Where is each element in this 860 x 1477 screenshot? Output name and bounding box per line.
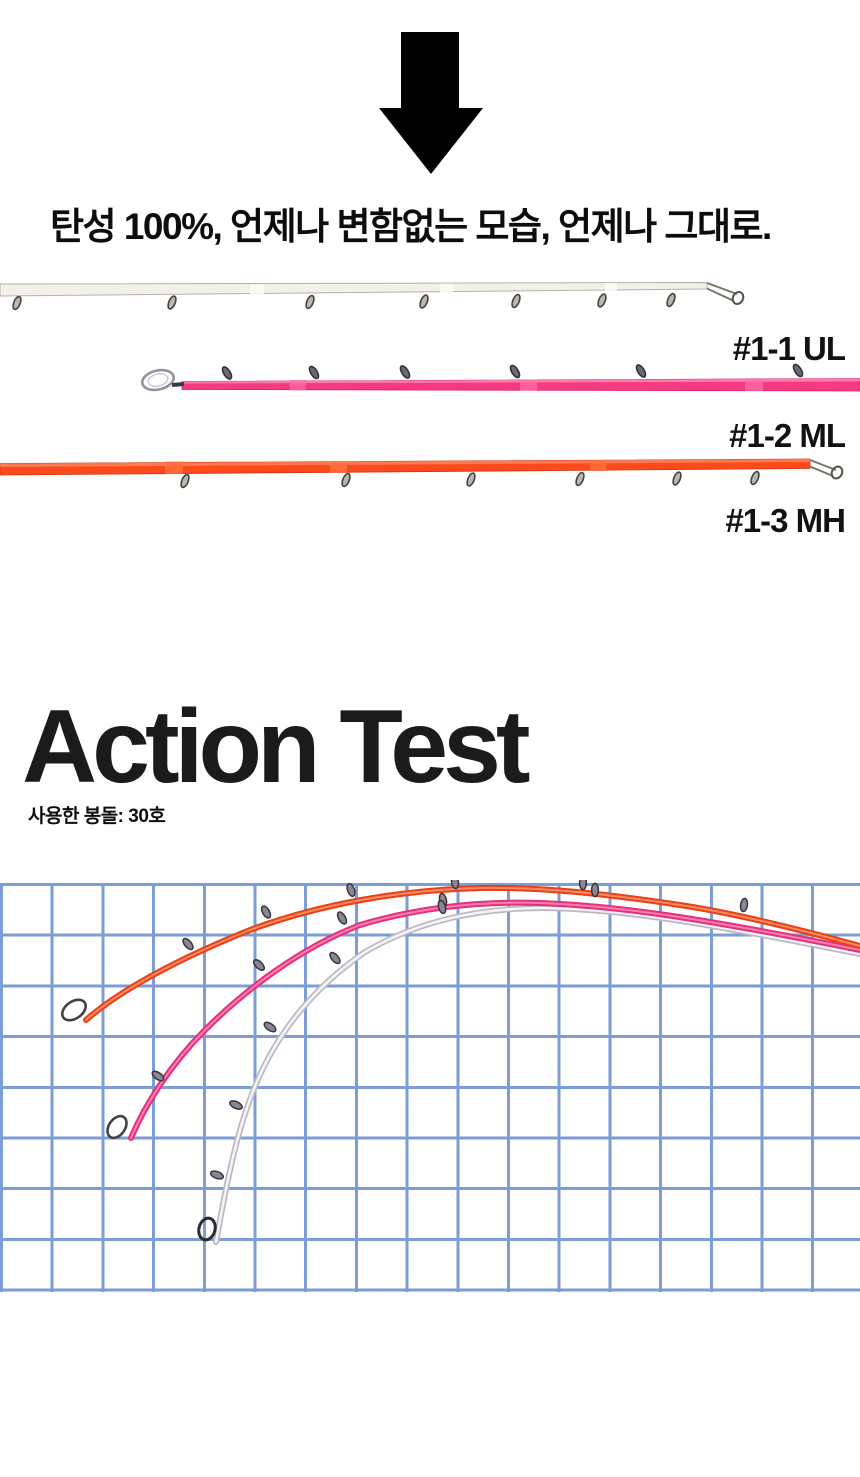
down-arrow-stem: [401, 32, 459, 109]
rod-mh-tip-guide: [809, 459, 844, 480]
action-test-title: Action Test: [22, 689, 531, 805]
tagline-text: 탄성 100%, 언제나 변함없는 모습, 언제나 그대로.: [50, 206, 772, 247]
rod-ul-tip-guide: [706, 282, 745, 305]
curve-ml: [128, 899, 860, 1141]
rod-ml-image: [140, 363, 860, 392]
rod-ml-tip-guide: [140, 368, 185, 392]
action-test-subtitle: 사용한 봉돌: 30호: [28, 806, 166, 827]
rod-mh-guides: [180, 470, 760, 489]
curve-ul: [213, 904, 860, 1245]
rod-ul-image: [0, 281, 745, 311]
down-arrow-head: [379, 108, 483, 174]
rod-mh-image: [0, 458, 844, 489]
rod-ml-guides: [221, 363, 804, 380]
rod-ul-label: #1-1 UL: [732, 330, 846, 367]
curve-tip-guides: [60, 998, 217, 1242]
rod-ul-guides: [12, 292, 676, 311]
curve-guides: [151, 880, 749, 1180]
action-test-chart: [60, 880, 860, 1245]
curve-mh: [83, 884, 860, 1023]
rod-ml-label: #1-2 ML: [729, 417, 846, 454]
rod-mh-label: #1-3 MH: [725, 502, 846, 539]
graph-paper-grid: [0, 883, 860, 1292]
